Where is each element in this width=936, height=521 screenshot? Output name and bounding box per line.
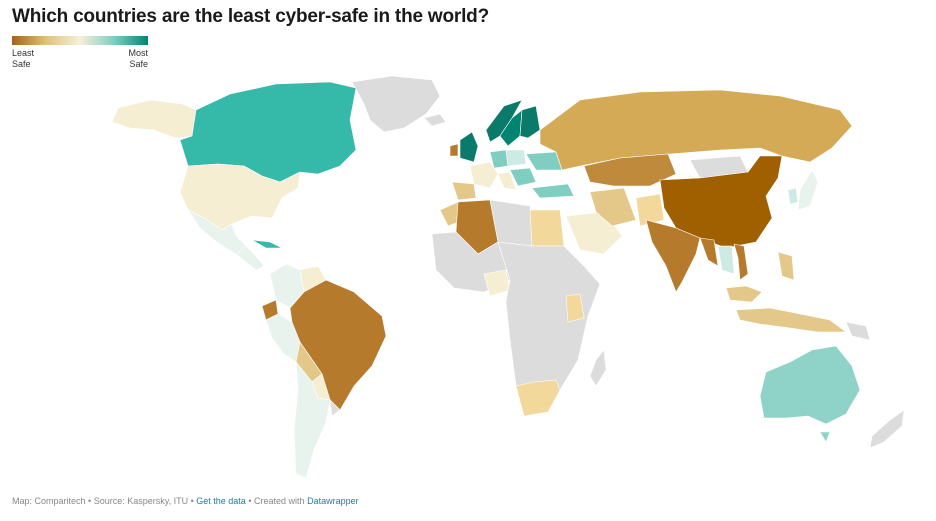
country-finland[interactable] [519,105,541,139]
legend-most-text: Most [128,48,148,58]
country-australia[interactable] [759,345,861,425]
country-canada[interactable] [179,81,357,183]
country-tasmania[interactable] [819,431,831,443]
country-myanmar[interactable] [699,237,719,267]
country-madagascar[interactable] [589,349,607,387]
country-thailand[interactable] [717,245,735,275]
legend-right-label: Most Safe [128,48,148,70]
country-iceland[interactable] [423,113,447,127]
country-poland[interactable] [505,149,527,167]
footer-separator: • [88,496,92,506]
country-south-korea[interactable] [787,187,799,205]
country-germany[interactable] [489,149,509,169]
legend-safe-left-text: Safe [12,59,31,69]
world-map [0,70,936,490]
footer-source: Source: Kaspersky, ITU [93,496,189,506]
footer-separator: • [190,496,194,506]
country-argentina[interactable] [293,361,331,479]
country-alaska[interactable] [111,99,197,139]
country-uruguay[interactable] [329,399,341,417]
country-pakistan[interactable] [635,193,665,227]
country-indonesia[interactable] [735,307,847,333]
country-malaysia[interactable] [725,285,763,303]
legend-labels: Least Safe Most Safe [12,48,148,70]
country-cuba[interactable] [251,239,283,249]
color-legend: Least Safe Most Safe [12,36,148,70]
footer-created-with: Created with [254,496,305,506]
country-new-zealand[interactable] [869,409,905,449]
legend-least-text: Least [12,48,35,58]
country-turkey[interactable] [531,183,575,199]
country-iran[interactable] [589,187,637,227]
country-balkans[interactable] [509,167,537,187]
country-ireland[interactable] [449,143,459,157]
country-central-america[interactable] [235,245,265,271]
country-russia[interactable] [539,89,853,171]
country-papua-new-guinea[interactable] [845,321,871,341]
chart-title: Which countries are the least cyber-safe… [12,6,489,27]
country-italy[interactable] [497,171,517,191]
country-spain[interactable] [451,181,477,201]
country-egypt[interactable] [529,209,565,247]
legend-gradient-bar [12,36,148,45]
country-vietnam[interactable] [733,243,749,281]
country-india[interactable] [645,219,701,293]
country-united-kingdom[interactable] [459,131,479,163]
legend-left-label: Least Safe [12,48,34,70]
legend-safe-right-text: Safe [129,59,148,69]
footer-map-credit: Map: Comparitech [12,496,86,506]
country-greenland[interactable] [351,75,441,133]
country-kenya[interactable] [565,293,585,323]
country-philippines[interactable] [777,251,795,281]
footer-separator: • [248,496,252,506]
country-nigeria[interactable] [483,269,511,297]
get-the-data-link[interactable]: Get the data [196,496,246,506]
country-japan[interactable] [797,169,819,211]
country-central-africa[interactable] [497,241,601,403]
footer-credits: Map: Comparitech • Source: Kaspersky, IT… [12,496,359,506]
datawrapper-link[interactable]: Datawrapper [307,496,359,506]
world-map-svg [111,75,905,479]
country-south-africa[interactable] [515,379,561,417]
country-france[interactable] [469,161,499,189]
